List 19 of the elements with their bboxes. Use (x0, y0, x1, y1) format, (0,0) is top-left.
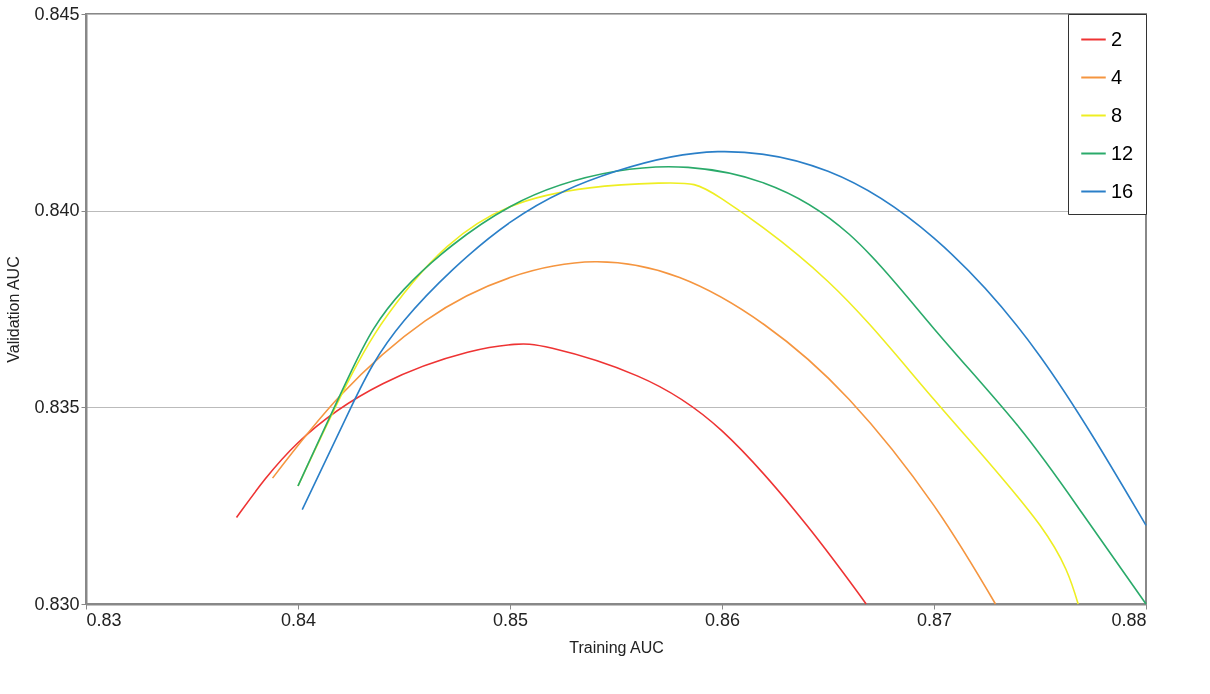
x-tick-label: 0.88 (1111, 609, 1147, 630)
y-axis-title: Validation AUC (5, 256, 23, 363)
legend-label: 16 (1111, 179, 1134, 202)
legend-label: 2 (1111, 27, 1123, 50)
legend-label: 4 (1111, 65, 1123, 88)
y-tick-label: 0.830 (34, 593, 80, 614)
x-tick-label: 0.86 (704, 609, 741, 630)
y-tick-label: 0.835 (34, 396, 80, 417)
x-tick-label: 0.85 (492, 609, 529, 630)
x-tick-label: 0.84 (280, 609, 317, 630)
y-tick-label: 0.845 (34, 3, 80, 24)
legend-label: 12 (1111, 141, 1134, 164)
line-series (271, 261, 997, 605)
legend-label: 8 (1111, 103, 1123, 126)
x-tick-label: 0.83 (86, 609, 122, 630)
line-series (235, 343, 867, 605)
y-tick-label: 0.840 (34, 200, 80, 221)
x-tick-label: 0.87 (916, 609, 953, 630)
x-axis-title: Training AUC (569, 638, 664, 656)
